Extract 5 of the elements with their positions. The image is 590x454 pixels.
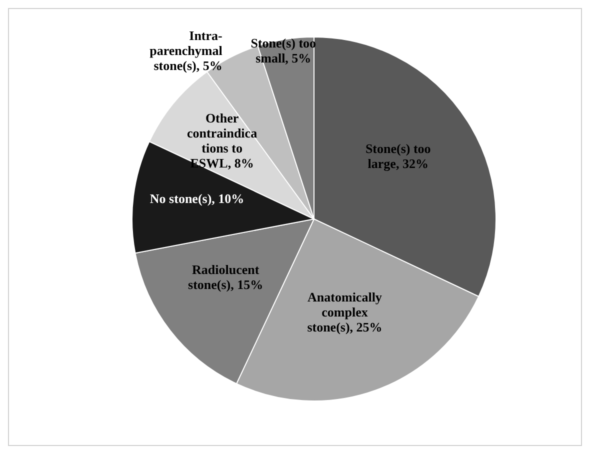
slice-label: Radiolucent stone(s), 15% xyxy=(188,262,264,292)
slice-label: No stone(s), 10% xyxy=(150,190,244,206)
slice-label: Stone(s) too large, 32% xyxy=(365,140,431,171)
slice-label: Anatomically complex stone(s), 25% xyxy=(307,289,382,334)
slice-label: Intra-parenchymal stone(s), 5% xyxy=(150,28,223,73)
